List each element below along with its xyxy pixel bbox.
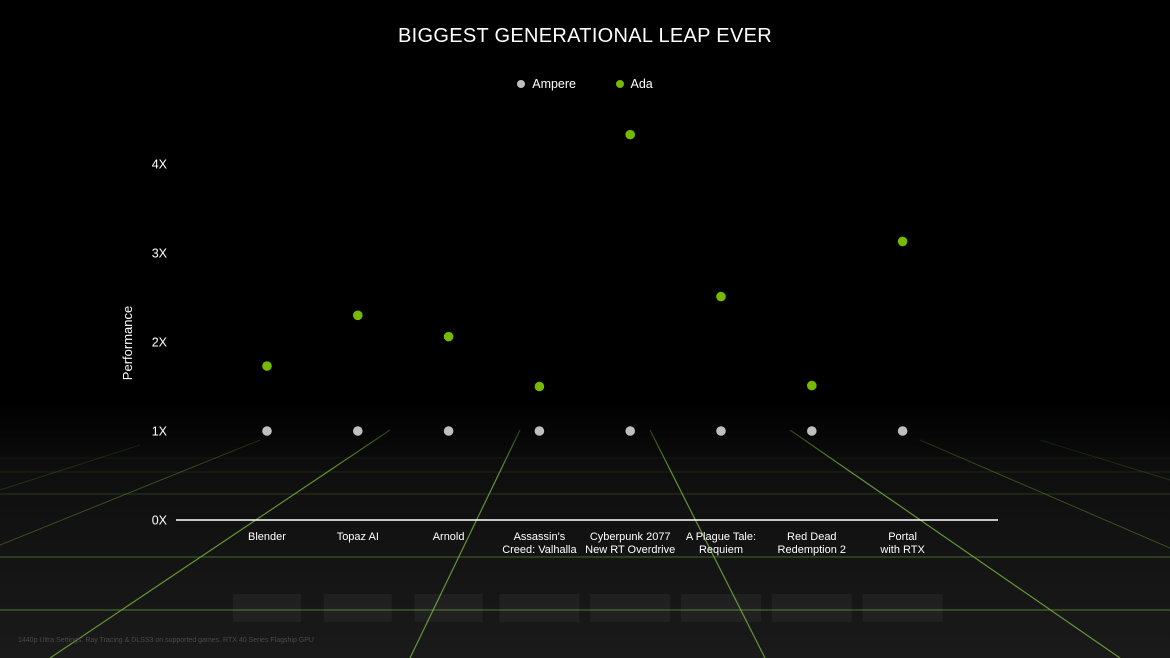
x-tick-label-line: Cyberpunk 2077	[590, 531, 671, 543]
reflections	[233, 594, 943, 622]
x-tick-label-line: Topaz AI	[337, 531, 379, 543]
x-tick-label-line: Red Dead	[787, 531, 837, 543]
x-tick-label-line: Redemption 2	[778, 544, 847, 556]
legend: Ampere Ada	[0, 77, 1170, 91]
y-tick-label: 1X	[152, 425, 168, 439]
data-point-ampere	[443, 426, 454, 436]
y-tick-label: 4X	[152, 158, 168, 172]
x-tick-label: Cyberpunk 2077 New RT Overdrive	[585, 531, 675, 556]
x-tick-label-line: A Plague Tale:	[686, 531, 756, 543]
floor-fade	[0, 400, 1170, 470]
x-tick-label: Portal with RTX	[879, 531, 925, 556]
x-tick-label-line: Portal	[888, 531, 917, 543]
data-point-ampere	[353, 426, 363, 436]
x-tick-label-line: Assassin's	[514, 531, 566, 543]
data-point-ada	[262, 361, 272, 371]
x-tick-label-line: Requiem	[699, 544, 743, 556]
x-tick-label: Blender	[248, 531, 286, 543]
data-point-ada	[443, 331, 454, 342]
marks	[262, 129, 908, 436]
data-point-ada	[625, 129, 635, 140]
data-point-ada	[534, 381, 545, 392]
legend-label-ampere: Ampere	[532, 77, 577, 91]
data-point-ampere	[897, 426, 908, 436]
y-tick-label: 2X	[152, 336, 168, 350]
legend-item-ampere: Ampere	[517, 77, 576, 91]
chart-title: BIGGEST GENERATIONAL LEAP EVER	[398, 25, 772, 47]
legend-dot-ampere	[517, 80, 526, 88]
axis: 0X 1X 2X 3X 4X Performance Blender Topaz AI Arno…	[120, 158, 998, 556]
footnote: 1440p Ultra Settings. Ray Tracing & DLSS…	[18, 637, 314, 644]
y-tick-label: 0X	[152, 514, 168, 528]
data-point-ada	[716, 291, 726, 302]
data-point-ada	[807, 380, 817, 391]
x-tick-label-line: with RTX	[879, 544, 925, 556]
label-reflection	[414, 594, 483, 622]
data-point-ampere	[625, 426, 635, 436]
label-reflection	[681, 594, 761, 622]
x-tick-label: Topaz AI	[337, 531, 379, 543]
x-tick-label: Arnold	[433, 531, 465, 543]
label-reflection	[771, 594, 852, 622]
y-axis-label: Performance	[120, 306, 135, 380]
data-point-ampere	[262, 426, 272, 436]
label-reflection	[233, 594, 301, 622]
data-point-ada	[353, 310, 363, 321]
legend-item-ada: Ada	[615, 77, 653, 91]
x-tick-label-line: Creed: Valhalla	[502, 544, 577, 556]
label-reflection	[590, 594, 671, 622]
x-tick-label: Red Dead Redemption 2	[778, 531, 847, 556]
y-tick-label: 3X	[152, 247, 168, 261]
data-point-ampere	[534, 426, 545, 436]
x-tick-label: Assassin's Creed: Valhalla	[502, 531, 577, 556]
label-reflection	[323, 594, 392, 622]
x-tick-label-line: Arnold	[433, 531, 465, 543]
legend-label-ada: Ada	[630, 77, 653, 91]
data-point-ada	[897, 236, 908, 247]
x-tick-label-line: New RT Overdrive	[585, 544, 675, 556]
label-reflection	[499, 594, 580, 622]
x-tick-label: A Plague Tale: Requiem	[686, 531, 756, 556]
label-reflection	[862, 594, 943, 622]
x-tick-label-line: Blender	[248, 531, 286, 543]
legend-dot-ada	[615, 80, 624, 88]
data-point-ampere	[716, 426, 726, 436]
data-point-ampere	[807, 426, 817, 436]
